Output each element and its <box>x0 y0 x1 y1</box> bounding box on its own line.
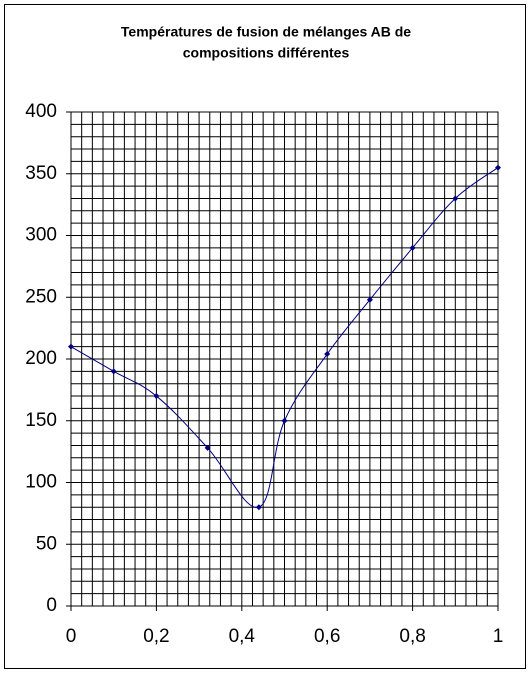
x-tick-label: 0 <box>66 626 77 647</box>
y-tick-label: 300 <box>25 225 57 246</box>
data-point <box>366 296 373 303</box>
data-point <box>204 444 211 451</box>
x-tick-label: 0,4 <box>229 626 256 647</box>
chart-title: compositions différentes <box>183 45 350 61</box>
x-tick-label: 1 <box>493 626 504 647</box>
data-point <box>324 351 331 358</box>
data-point <box>281 417 288 424</box>
y-tick-label: 50 <box>36 533 57 554</box>
data-point <box>153 393 160 400</box>
data-point <box>495 164 501 171</box>
y-tick-label: 150 <box>25 410 57 431</box>
y-tick-label: 250 <box>25 286 57 307</box>
y-tick-label: 200 <box>25 348 57 369</box>
data-point <box>68 343 74 350</box>
y-tick-label: 400 <box>25 101 57 122</box>
data-point <box>409 244 416 251</box>
y-tick-label: 0 <box>46 595 57 616</box>
y-tick-label: 350 <box>25 163 57 184</box>
x-tick-label: 0,2 <box>143 626 169 647</box>
data-point <box>255 504 262 511</box>
plot-border <box>70 111 499 607</box>
data-point <box>452 195 459 202</box>
x-tick-label: 0,6 <box>314 626 340 647</box>
data-point <box>110 368 117 375</box>
y-tick-label: 100 <box>25 472 57 493</box>
chart-title: Températures de fusion de mélanges AB de <box>121 24 411 40</box>
x-tick-label: 0,8 <box>399 626 425 647</box>
